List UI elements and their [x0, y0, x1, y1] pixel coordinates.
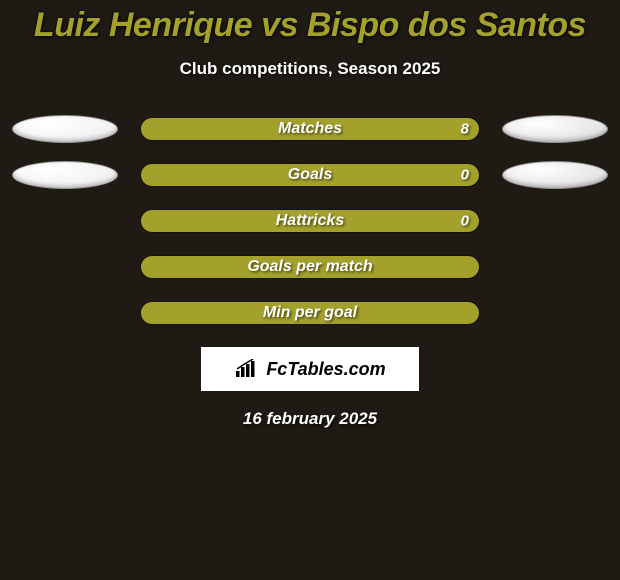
stat-row: Matches 8	[0, 117, 620, 141]
stat-row: Goals 0	[0, 163, 620, 187]
chart-icon	[234, 359, 262, 379]
right-player-oval	[502, 161, 608, 189]
right-value: 0	[461, 167, 469, 184]
stat-row: Min per goal	[0, 301, 620, 325]
stat-row: Goals per match	[0, 255, 620, 279]
right-value: 8	[461, 121, 469, 138]
right-player-oval	[502, 115, 608, 143]
stat-bar: Min per goal	[140, 301, 480, 325]
subtitle: Club competitions, Season 2025	[0, 59, 620, 79]
stat-bar: Hattricks 0	[140, 209, 480, 233]
stat-rows: Matches 8 Goals 0 Hattricks 0	[0, 117, 620, 325]
stat-bar: Goals 0	[140, 163, 480, 187]
date-text: 16 february 2025	[0, 409, 620, 429]
left-player-oval	[12, 161, 118, 189]
stat-bar: Goals per match	[140, 255, 480, 279]
stat-row: Hattricks 0	[0, 209, 620, 233]
logo-text: FcTables.com	[266, 359, 385, 380]
page-title: Luiz Henrique vs Bispo dos Santos	[0, 0, 620, 45]
comparison-card: Luiz Henrique vs Bispo dos Santos Club c…	[0, 0, 620, 580]
right-value: 0	[461, 213, 469, 230]
left-player-oval	[12, 115, 118, 143]
logo-box: FcTables.com	[201, 347, 419, 391]
stat-bar: Matches 8	[140, 117, 480, 141]
